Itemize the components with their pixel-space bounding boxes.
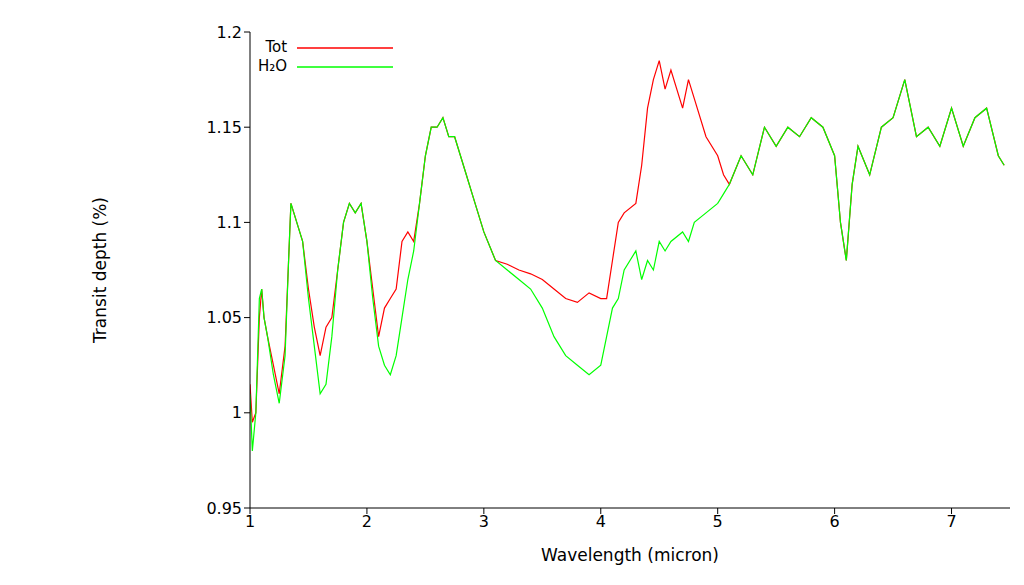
svg-text:1.05: 1.05 — [206, 308, 242, 327]
svg-text:5: 5 — [713, 512, 723, 531]
svg-text:1.15: 1.15 — [206, 118, 242, 137]
svg-text:1: 1 — [232, 403, 242, 422]
svg-text:1: 1 — [245, 512, 255, 531]
svg-text:Transit depth (%): Transit depth (%) — [90, 197, 110, 344]
svg-text:2: 2 — [362, 512, 372, 531]
svg-text:7: 7 — [946, 512, 956, 531]
html-text:Tot: Tot — [265, 38, 288, 56]
svg-text:4: 4 — [596, 512, 606, 531]
svg-text:6: 6 — [830, 512, 840, 531]
svg-text:1.2: 1.2 — [217, 23, 242, 42]
svg-text:1.1: 1.1 — [217, 213, 242, 232]
html-text:H₂O: H₂O — [258, 57, 288, 75]
svg-text:Wavelength (micron): Wavelength (micron) — [541, 545, 719, 565]
svg-text:0.95: 0.95 — [206, 499, 242, 518]
svg-text:3: 3 — [479, 512, 489, 531]
